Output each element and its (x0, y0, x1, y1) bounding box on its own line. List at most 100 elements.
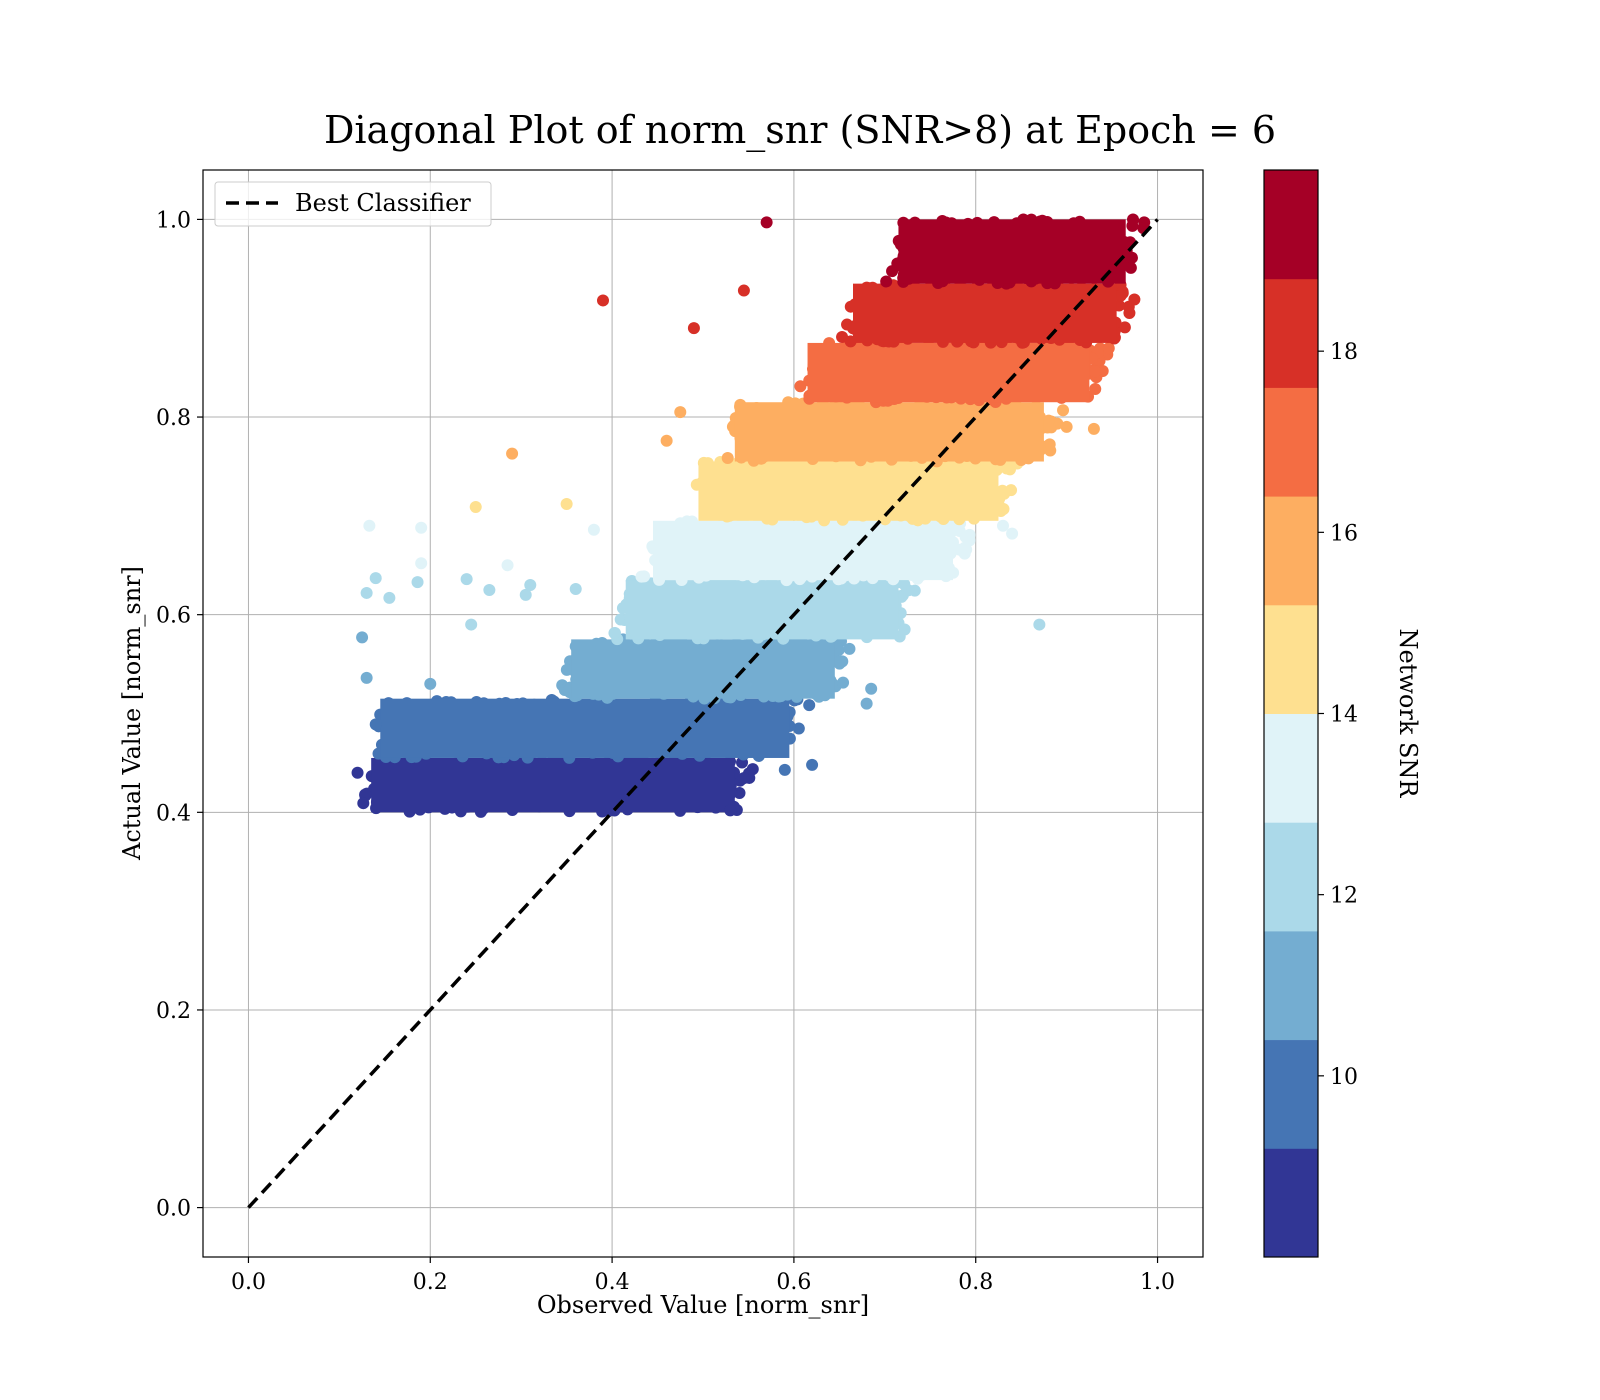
x-tick-label: 0.8 (958, 1270, 993, 1295)
y-axis-label: Actual Value [norm_snr] (118, 566, 146, 861)
legend: Best Classifier (214, 181, 492, 227)
scatter-point (1089, 365, 1102, 378)
best-classifier-line (247, 218, 1159, 1209)
scatter-point (501, 559, 514, 572)
scatter-point (1042, 414, 1055, 427)
scatter-density-block (698, 461, 999, 521)
scatter-point (721, 451, 734, 464)
x-tick-label: 0.6 (776, 1270, 811, 1295)
colorbar-tick-label: 18 (1330, 340, 1358, 365)
scatter-point (360, 671, 373, 684)
scatter-point (660, 434, 673, 447)
colorbar-segment (1264, 170, 1318, 280)
colorbar (1263, 169, 1319, 1258)
colorbar-segment (1264, 604, 1318, 714)
scatter-point (1089, 382, 1102, 395)
scatter-point (1126, 219, 1139, 232)
scatter-density-block (898, 219, 1126, 284)
scatter-point (424, 677, 437, 690)
plot-frame (202, 169, 1204, 1258)
y-tick-label: 1.0 (156, 208, 191, 233)
scatter-point (469, 500, 482, 513)
scatter-point (369, 572, 382, 585)
scatter-density-block (653, 520, 953, 581)
colorbar-tick-label: 12 (1330, 884, 1358, 909)
y-tick-label: 0.2 (156, 999, 191, 1024)
scatter-density-block (807, 342, 1090, 403)
x-tick-label: 0.4 (595, 1270, 630, 1295)
scatter-point (411, 576, 424, 589)
scatter-point (357, 797, 370, 810)
scatter-point (898, 578, 911, 591)
colorbar-segment (1264, 713, 1318, 823)
scatter-point (506, 447, 519, 460)
scatter-point (415, 521, 428, 534)
scatter-density-block (853, 283, 1117, 343)
scatter-density-block (371, 757, 735, 813)
scatter-point (483, 583, 496, 596)
colorbar-segment (1264, 1148, 1318, 1258)
scatter-point (865, 682, 878, 695)
scatter-point (460, 573, 473, 586)
scatter-point (803, 699, 816, 712)
colorbar-segment (1264, 1039, 1318, 1149)
y-tick-label: 0.8 (156, 406, 191, 431)
legend-label: Best Classifier (295, 189, 471, 217)
colorbar-label: Network SNR (1394, 629, 1422, 799)
scatter-point (733, 786, 746, 799)
scatter-point (1102, 342, 1115, 355)
scatter-point (351, 766, 364, 779)
scatter-point (963, 534, 976, 547)
scatter-point (1057, 404, 1070, 417)
scatter-points (351, 213, 1151, 818)
scatter-point (737, 284, 750, 297)
scatter-point (724, 804, 737, 817)
scatter-point (560, 663, 573, 676)
scatter-point (356, 631, 369, 644)
chart-title: Diagonal Plot of norm_snr (SNR>8) at Epo… (324, 108, 1276, 153)
colorbar-segment (1264, 930, 1318, 1041)
scatter-point (1114, 289, 1127, 302)
scatter-point (569, 582, 582, 595)
scatter-point (1087, 422, 1100, 435)
scatter-point (806, 758, 819, 771)
scatter-point (687, 322, 700, 335)
scatter-point (860, 697, 873, 710)
scatter-density-block (380, 698, 790, 758)
scatter-point (760, 216, 773, 229)
scatter-point (383, 591, 396, 604)
scatter-point (638, 570, 651, 583)
y-tick-label: 0.0 (156, 1197, 191, 1222)
scatter-point (737, 772, 750, 785)
scatter-point (837, 676, 850, 689)
scatter-point (792, 722, 805, 735)
scatter-point (833, 655, 846, 668)
scatter-point (674, 406, 687, 419)
scatter-point (953, 543, 966, 556)
scatter-point (997, 519, 1009, 532)
scatter-point (597, 294, 609, 307)
x-tick-label: 1.0 (1140, 1270, 1175, 1295)
scatter-point (415, 557, 428, 570)
colorbar-ticks: 10 12 14 16 18 (1318, 340, 1358, 1090)
colorbar-segment (1264, 387, 1318, 497)
scatter-point (1033, 618, 1046, 631)
y-tick-label: 0.4 (156, 801, 191, 826)
x-tick-label: 0.2 (413, 1270, 448, 1295)
scatter-point (1006, 527, 1019, 540)
colorbar-segment (1264, 822, 1318, 932)
scatter-point (1128, 293, 1141, 306)
x-tick-label: 0.0 (231, 1270, 266, 1295)
x-axis-label: Observed Value [norm_snr] (537, 1291, 869, 1319)
scatter-point (1043, 438, 1056, 451)
legend-box (214, 181, 492, 227)
scatter-point (1060, 420, 1073, 433)
scatter-point (524, 579, 537, 592)
scatter-density-block (625, 580, 899, 640)
scatter-point (465, 618, 478, 631)
colorbar-tick-label: 10 (1330, 1065, 1358, 1090)
scatter-point (1123, 306, 1136, 319)
y-tick-label: 0.6 (156, 604, 191, 629)
x-axis-ticks: 0.0 0.2 0.4 0.6 0.8 1.0 (231, 1257, 1175, 1295)
